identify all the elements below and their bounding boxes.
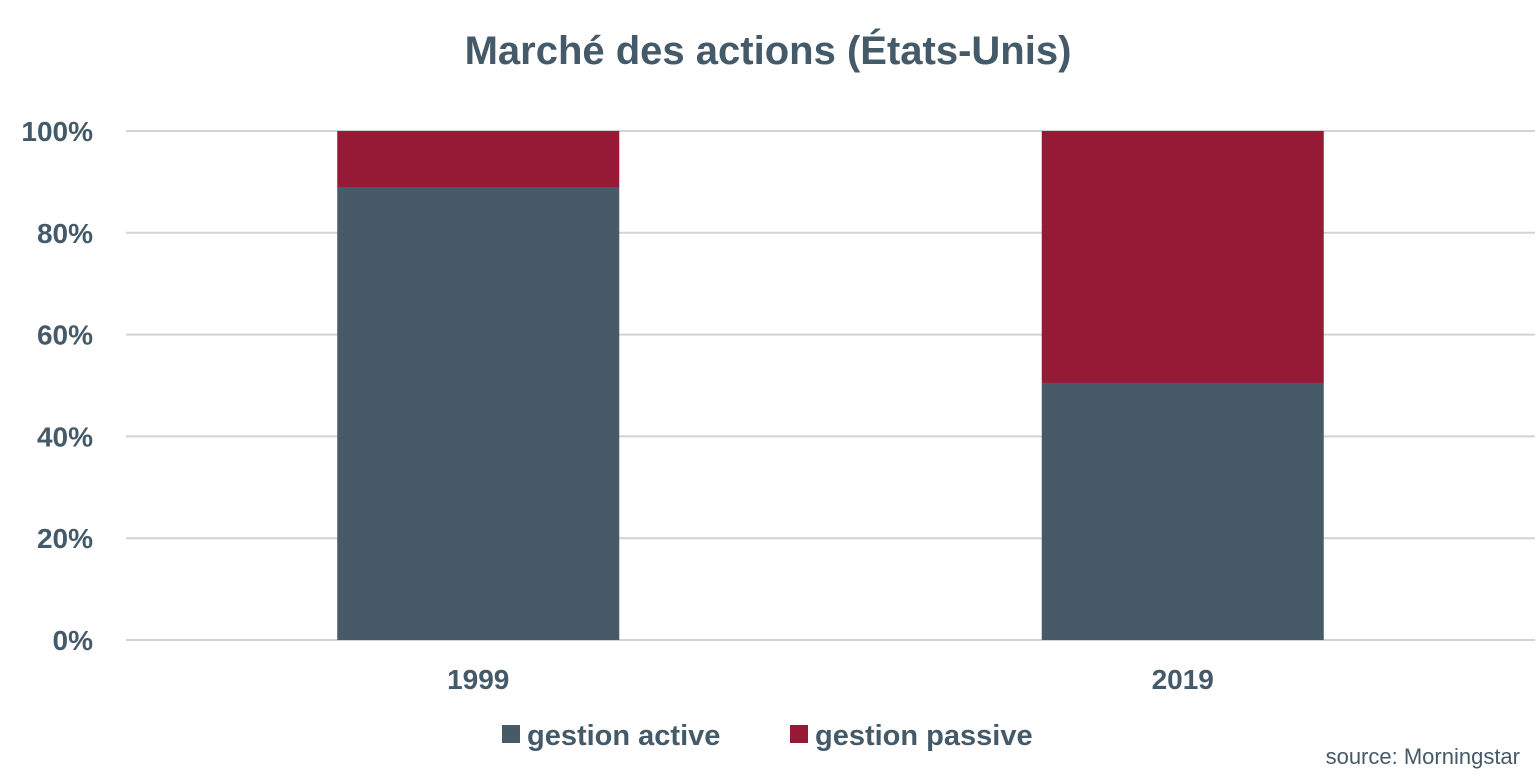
y-tick-label: 80%	[37, 218, 93, 249]
y-axis-ticks: 0% 20% 40% 60% 80% 100%	[21, 116, 93, 656]
legend-swatch	[790, 725, 808, 743]
legend-swatch	[502, 725, 520, 743]
bar-2019-series-0	[1041, 382, 1324, 640]
legend-label: gestion passive	[815, 720, 1033, 752]
bars	[337, 131, 1324, 641]
y-tick-label: 60%	[37, 320, 93, 351]
y-tick-label: 0%	[53, 625, 94, 656]
bar-1999-series-0	[337, 186, 620, 641]
x-tick-label: 2019	[1152, 664, 1214, 695]
x-tick-label: 1999	[447, 664, 509, 695]
source-note: source: Morningstar	[1326, 744, 1520, 769]
y-tick-label: 100%	[21, 116, 93, 147]
x-axis-labels: 1999 2019	[447, 664, 1214, 695]
bar-1999-series-1	[337, 131, 620, 187]
legend-label: gestion active	[527, 720, 720, 752]
y-tick-label: 40%	[37, 421, 93, 452]
y-tick-label: 20%	[37, 523, 93, 554]
legend: gestion active gestion passive	[502, 720, 1033, 752]
chart-title: Marché des actions (États-Unis)	[465, 28, 1072, 73]
bar-2019-series-1	[1041, 131, 1324, 383]
